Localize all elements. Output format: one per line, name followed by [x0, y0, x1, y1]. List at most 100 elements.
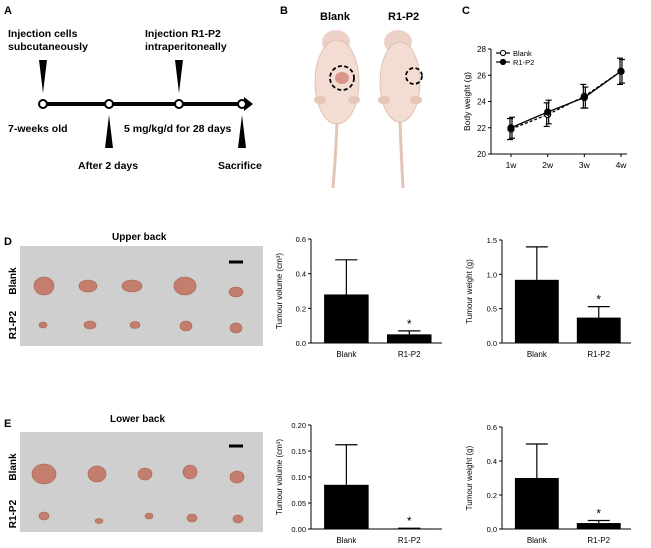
panel-b: B Blank R1-P2 [280, 5, 443, 192]
x-tick-label: Blank [527, 350, 548, 359]
bar [324, 294, 369, 343]
y-tick-label: 0.15 [291, 447, 306, 456]
tumour-sample [78, 279, 98, 293]
photo-title-lower-back: Lower back [110, 414, 165, 425]
legend-label: Blank [513, 49, 532, 58]
panel-letter-a: A [4, 5, 12, 17]
tumour-sample [182, 464, 198, 480]
y-tick-label: 0.20 [291, 421, 306, 430]
panel-e: E Lower back Blank R1-P2 0.00 0.05 0.10 0.1… [4, 414, 631, 545]
bar [386, 334, 432, 343]
y-tick-label: 22 [477, 124, 486, 133]
tumour-sample [94, 518, 104, 524]
panel-letter-e: E [4, 418, 11, 430]
row-label-blank: Blank [8, 453, 19, 481]
chart-body-weight: 20 22 24 26 28 1w 2w 3w 4w Body weight (g) BlankR1… [462, 45, 627, 170]
y-tick-label: 0.4 [487, 457, 497, 466]
bar [576, 317, 621, 343]
y-axis-label: Tumour weight (g) [465, 445, 474, 510]
panel-a: A Injection cells subcutaneously Injecti… [4, 5, 262, 172]
y-tick-label: 0.4 [296, 270, 306, 279]
significance-star: * [407, 317, 412, 331]
chart-upper-tumour-volume: 0.0 0.2 0.4 0.6 Blank R1-P2 * Tumour volume (cm… [275, 235, 442, 359]
series-line [510, 70, 622, 129]
tumour-sample [137, 467, 153, 481]
data-point [507, 124, 515, 132]
label-after-2-days: After 2 days [78, 160, 138, 172]
label-injection-cells: Injection cells [8, 28, 78, 40]
tumour-sample [33, 276, 55, 296]
panel-d: D Upper back Blank R1-P2 0.0 0.2 0.4 0.6 Bla… [4, 232, 631, 359]
legend-label: R1-P2 [513, 58, 534, 67]
y-tick-label: 0.05 [291, 499, 306, 508]
x-tick-label: Blank [336, 536, 357, 545]
x-tick-label: R1-P2 [587, 536, 610, 545]
y-tick-label: 0.00 [291, 525, 306, 534]
x-tick-label: 1w [506, 160, 518, 170]
photo-title-upper-back: Upper back [112, 232, 167, 243]
timeline-arrowhead [244, 97, 253, 111]
tumour-sample [229, 470, 245, 484]
y-tick-label: 0.5 [487, 305, 497, 314]
x-tick-label: 2w [542, 160, 554, 170]
y-tick-label: 1.5 [487, 236, 497, 245]
y-axis-label: Tumour volume (cm³) [275, 439, 284, 515]
chart-upper-tumour-weight: 0.0 0.5 1.0 1.5 Blank R1-P2 * Tumour weight (g) [465, 236, 631, 359]
bar [324, 484, 369, 529]
tumour-sample [144, 512, 154, 520]
data-point [617, 67, 625, 75]
x-tick-label: 3w [579, 160, 591, 170]
mouse-r1p2 [378, 30, 423, 189]
tumour-circle-r1p2 [405, 67, 423, 85]
label-dose: 5 mg/kg/d for 28 days [124, 123, 232, 135]
legend-marker [499, 58, 507, 66]
bar [514, 478, 559, 529]
y-tick-label: 28 [477, 45, 486, 54]
label-intraperitoneally: intraperitoneally [145, 41, 227, 53]
panel-letter-c: C [462, 5, 470, 17]
timeline-point [38, 99, 48, 109]
tumour-sample [229, 322, 243, 334]
y-tick-label: 24 [477, 98, 486, 107]
tumour-sample [232, 514, 244, 524]
y-tick-label: 1.0 [487, 270, 497, 279]
label-blank-mouse: Blank [320, 11, 351, 23]
x-tick-label: R1-P2 [587, 350, 610, 359]
mouse-blank [314, 30, 360, 189]
legend-marker [499, 49, 507, 57]
arrow-up-sacrifice [238, 115, 246, 148]
label-sacrifice: Sacrifice [218, 160, 262, 172]
x-tick-label: R1-P2 [398, 350, 421, 359]
tumour-sample [83, 320, 97, 330]
data-point [580, 93, 588, 102]
x-tick-label: Blank [527, 536, 548, 545]
y-axis-label: Tumour volume (cm³) [275, 253, 284, 329]
tumour-sample [179, 320, 193, 332]
tumour-sample [173, 276, 197, 296]
y-tick-label: 0.6 [296, 235, 306, 244]
x-tick-label: R1-P2 [398, 536, 421, 545]
row-label-r1p2: R1-P2 [8, 499, 19, 528]
panel-letter-b: B [280, 5, 288, 17]
y-axis-label: Tumour weight (g) [465, 259, 474, 324]
tumour-sample [31, 463, 57, 485]
tumour-sample [38, 321, 48, 329]
bar [514, 279, 559, 343]
label-subcutaneously: subcutaneously [8, 41, 88, 53]
chart-lower-tumour-weight: 0.0 0.2 0.4 0.6 Blank R1-P2 * Tumour weight (g) [465, 423, 631, 545]
y-tick-label: 0.0 [487, 525, 497, 534]
timeline-point [237, 99, 247, 109]
arrow-up-after-2-days [105, 115, 113, 148]
bar [386, 528, 432, 530]
tumour-photo-upper [20, 246, 263, 346]
chart-lower-tumour-volume: 0.00 0.05 0.10 0.15 0.20 Blank R1-P2 * Tumour vo… [275, 421, 442, 545]
y-axis-label: Body weight (g) [462, 72, 472, 131]
tumour-sample [38, 511, 50, 521]
data-point [544, 108, 552, 116]
tumour-sample [129, 321, 141, 329]
timeline-point [174, 99, 184, 109]
y-tick-label: 0.0 [487, 339, 497, 348]
y-tick-label: 0.2 [487, 491, 497, 500]
tumour-sample [228, 286, 244, 298]
